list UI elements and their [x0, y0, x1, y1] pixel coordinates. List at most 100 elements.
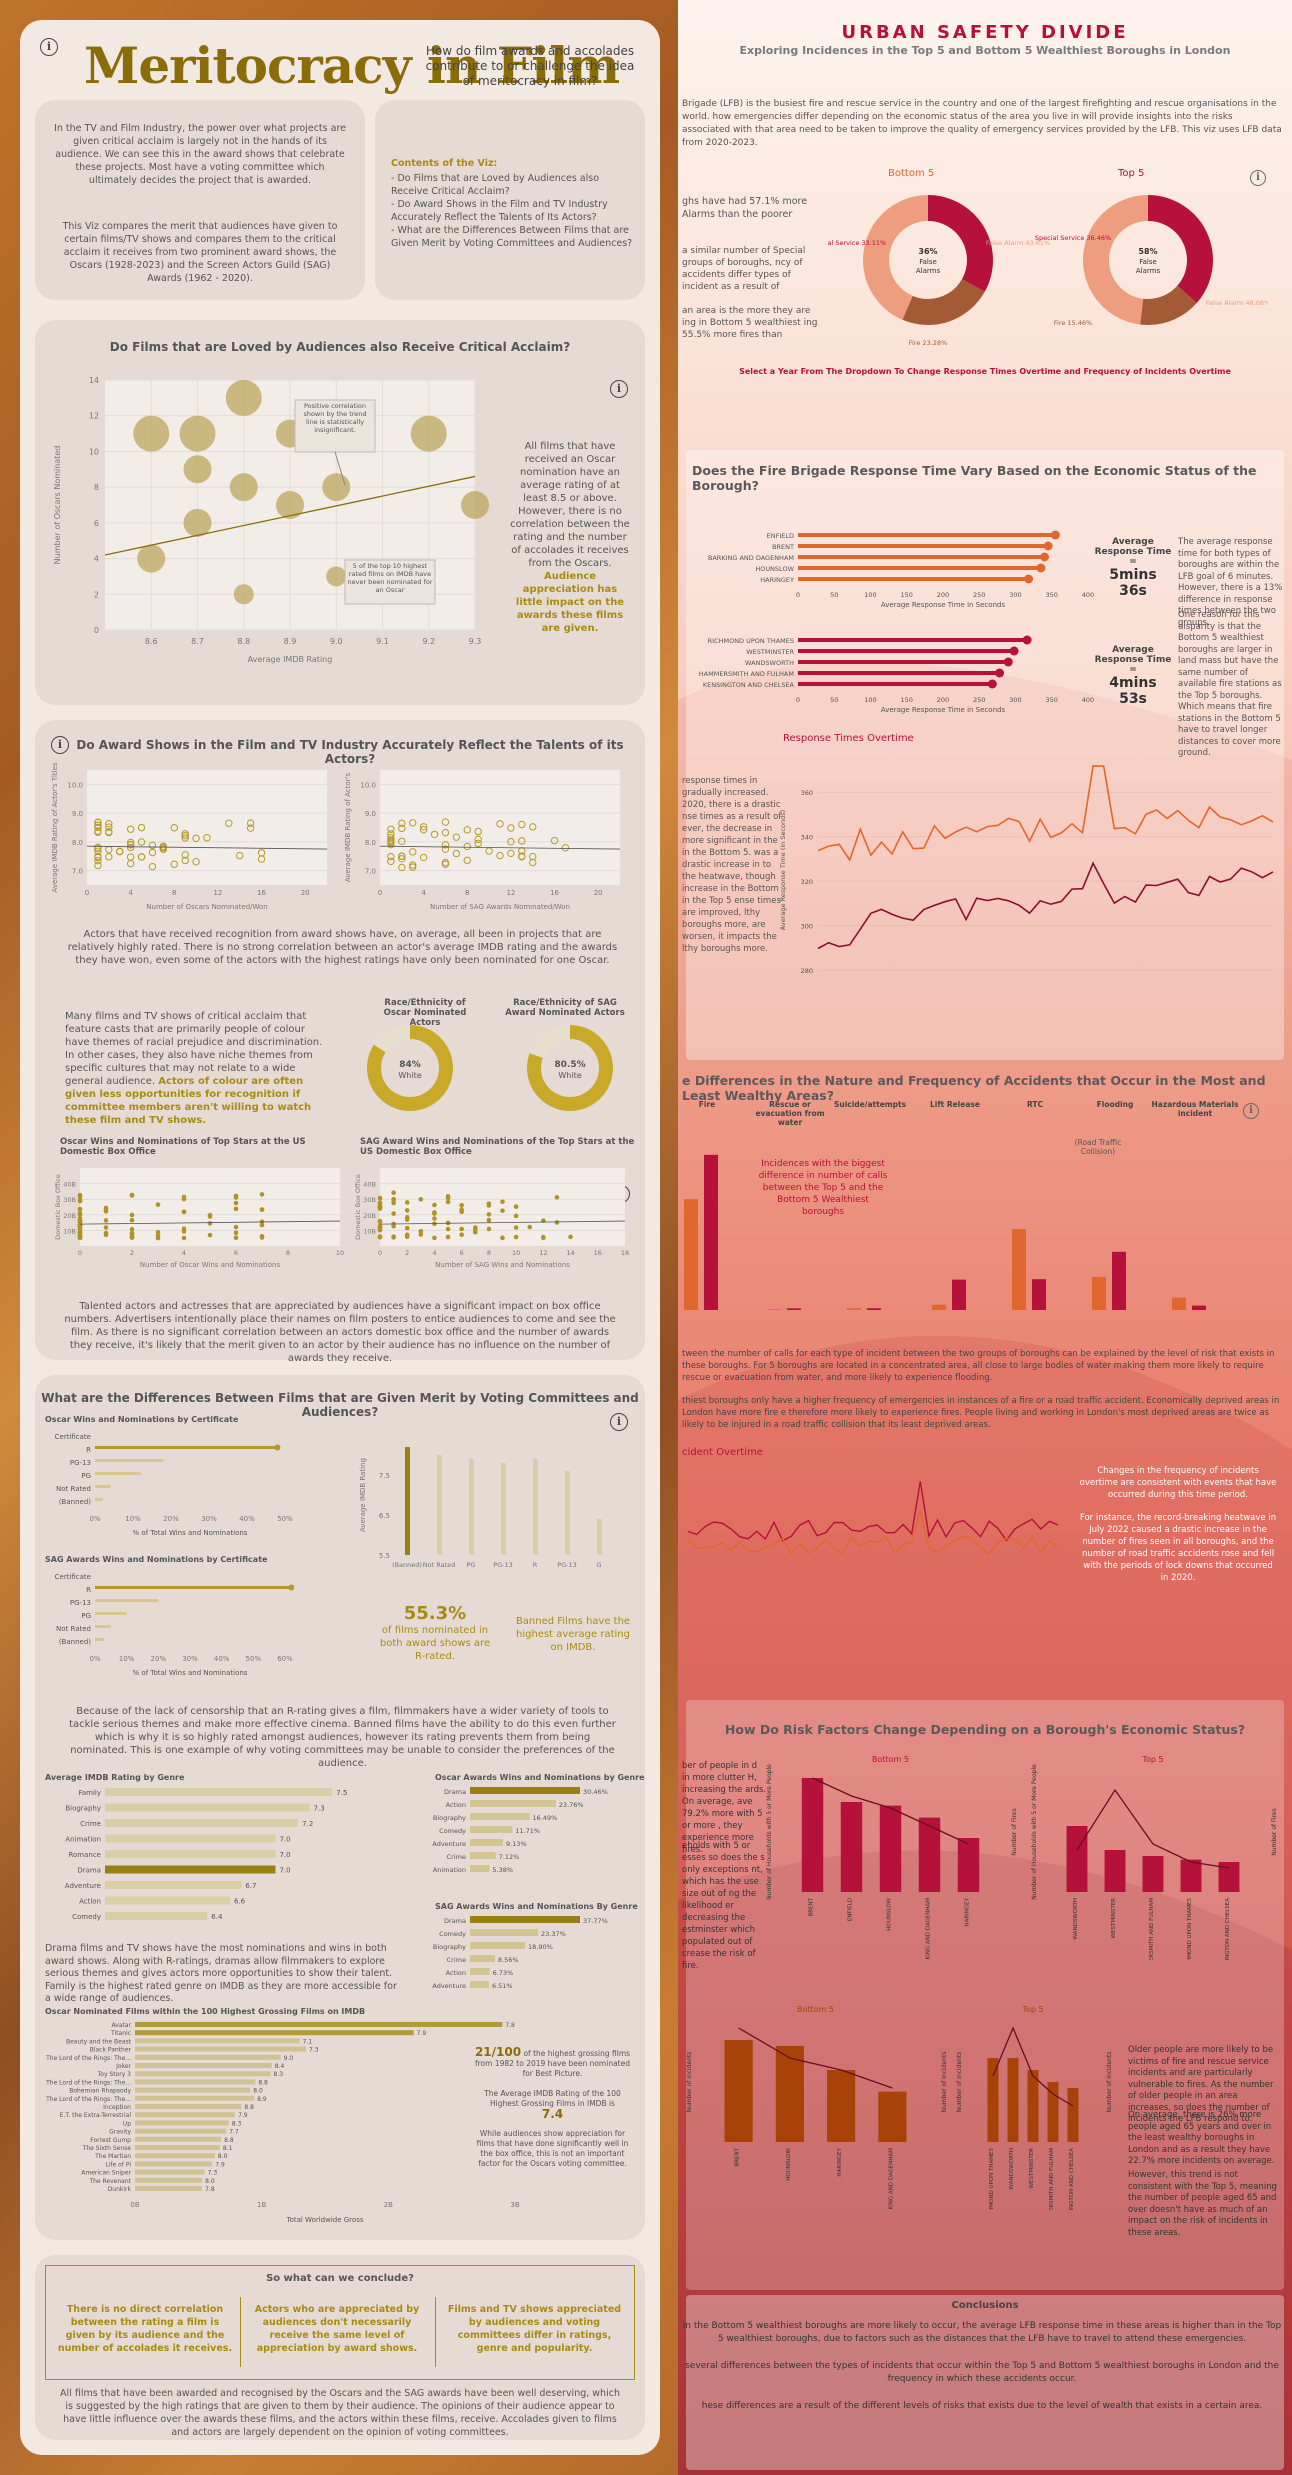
contents-item[interactable]: - Do Award Shows in the Film and TV Indu…	[391, 199, 608, 223]
gross-bar	[135, 2136, 222, 2142]
y-axis-label: Average Response Time (in Seconds)	[779, 810, 787, 930]
info-icon[interactable]: i	[1243, 1103, 1259, 1119]
risk-bar	[1067, 2088, 1079, 2142]
film-label: Black Panther	[90, 2047, 132, 2054]
risk-bar	[1142, 1856, 1164, 1892]
rating-value: 8.0	[205, 2178, 215, 2185]
incident-category: Fire	[699, 1100, 715, 1109]
top5-label: Top 5	[1118, 168, 1145, 179]
y-axis-label: Number of Households with 5 or More Peop…	[766, 1764, 773, 1900]
cert-label: (Banned)	[59, 1498, 91, 1506]
y-tick-label: 30B	[363, 1196, 376, 1204]
donut-slice-label: Fire 23.28%	[909, 339, 947, 347]
info-icon[interactable]: i	[610, 380, 628, 398]
accident-text-2: thiest boroughs only have a higher frequ…	[682, 1396, 1280, 1430]
x-tick-label: BRENT	[735, 2147, 741, 2166]
data-point	[398, 837, 406, 845]
y-tick-label: 340	[801, 834, 813, 842]
avg-resp-label-top: Average Response Time = 4mins 53s	[1093, 645, 1173, 707]
data-point	[126, 838, 135, 847]
certificate-rating-bars: 5.5 6.5 7.5 (Banned) Not Rated PG PG-13 R PG-13 G…	[359, 1447, 602, 1569]
data-point	[103, 1230, 109, 1236]
data-point	[432, 1202, 437, 1208]
data-point	[94, 861, 102, 870]
cert-label: Certificate	[55, 1433, 91, 1441]
borough-label: HAMMERSMITH AND FULHAM	[699, 670, 794, 678]
genre-value: 5.38%	[492, 1866, 513, 1874]
data-point	[486, 1201, 492, 1206]
donut-white-slice	[527, 1025, 613, 1111]
data-point	[181, 1209, 187, 1215]
response-bar-end	[1022, 635, 1032, 645]
film-label: The Martian	[94, 2153, 131, 2160]
genre-label: Action	[79, 1898, 101, 1906]
data-point	[77, 1206, 83, 1212]
x-tick-label: 16	[550, 889, 559, 897]
genre-value: 9.13%	[506, 1840, 527, 1848]
risk-bar	[1218, 1862, 1240, 1892]
response-bar-end	[1043, 541, 1053, 551]
sag-certificate-bars: Certificate R PG-13 PG Not Rated (Banned) 0% 10…	[55, 1573, 295, 1677]
y-axis-label-2: Number of Fires	[1271, 1808, 1278, 1856]
year-select-prompt[interactable]: Select a Year From The Dropdown To Chang…	[739, 367, 1231, 376]
borough-label: KENSINGTON AND CHELSEA	[703, 681, 795, 689]
genre-label: Comedy	[72, 1913, 101, 1921]
callout-pointer	[334, 451, 346, 486]
info-icon[interactable]: i	[51, 736, 69, 754]
contents-item[interactable]: - Do Films that are Loved by Audiences a…	[391, 173, 600, 197]
info-icon[interactable]: i	[610, 1413, 628, 1431]
y-axis-label: Average IMDB Rating	[359, 1458, 367, 1532]
data-point	[441, 818, 450, 826]
y-axis-label-2: Number of Incidents	[941, 2051, 948, 2112]
box1-title: Oscar Wins and Nominations of Top Stars …	[60, 1137, 306, 1157]
x-tick-label: 400	[1082, 591, 1094, 599]
genre-value: 23.37%	[541, 1930, 566, 1938]
data-point	[94, 827, 102, 835]
x-tick-label: 0	[78, 1249, 82, 1257]
info-icon[interactable]: i	[40, 38, 58, 56]
x-tick-label: 150	[901, 696, 913, 704]
chart-subtitle: Top 5	[1021, 2005, 1043, 2014]
oscar-certificate-bars: Certificate R PG-13 PG Not Rated (Banned) 0% 10…	[55, 1433, 294, 1537]
rating-value: 7.3	[208, 2170, 218, 2177]
risk-bar	[840, 1802, 863, 1892]
risk-text-2: eholds with 5 or esses so does the s onl…	[682, 1841, 765, 1971]
top5-bar	[952, 1279, 966, 1310]
contents-item[interactable]: - What are the Differences Between Films…	[391, 225, 633, 249]
data-point	[246, 824, 255, 832]
x-tick-label: 300	[1009, 591, 1021, 599]
data-point	[507, 837, 515, 846]
x-axis-label: Number of SAG Wins and Nominations	[435, 1261, 570, 1269]
data-point	[513, 1234, 519, 1240]
x-tick-label: HOUNSLOW	[786, 2147, 792, 2180]
data-point	[404, 1234, 410, 1240]
y-tick-label: 8.0	[72, 839, 83, 847]
contents-title: Contents of the Viz:	[391, 158, 498, 169]
data-point	[441, 860, 450, 868]
risk-bar	[724, 2040, 753, 2142]
top5-bar	[1032, 1279, 1046, 1310]
donut-value: 80.5%	[554, 1060, 585, 1070]
borough-label: HOUNSLOW	[755, 565, 794, 573]
data-point	[554, 1195, 560, 1200]
data-point	[496, 820, 504, 828]
x-tick-label: 0B	[130, 2201, 139, 2209]
data-point	[419, 853, 428, 862]
data-point	[391, 1235, 396, 1240]
x-tick-label: 50%	[246, 1655, 262, 1663]
incident-category: Lift Release	[930, 1100, 980, 1109]
y-axis-label: Average IMDB Rating of Actor's Titles	[51, 762, 59, 892]
data-point	[233, 1230, 239, 1236]
risk-bar	[1104, 1850, 1126, 1892]
x-tick-label: 20%	[163, 1515, 179, 1523]
bottom5-bar	[1092, 1276, 1106, 1310]
biggest-diff-note: Incidences with the biggest difference i…	[758, 1159, 888, 1217]
section-actor-talent: i Do Award Shows in the Film and TV Indu…	[35, 720, 645, 1364]
top5-bar	[1192, 1305, 1206, 1310]
x-tick-label: 40%	[214, 1655, 230, 1663]
data-point	[474, 835, 482, 844]
data-point	[500, 1208, 505, 1213]
info-icon[interactable]: i	[1250, 170, 1266, 186]
rating-value: 8.3	[232, 2120, 242, 2127]
data-point	[170, 860, 178, 868]
